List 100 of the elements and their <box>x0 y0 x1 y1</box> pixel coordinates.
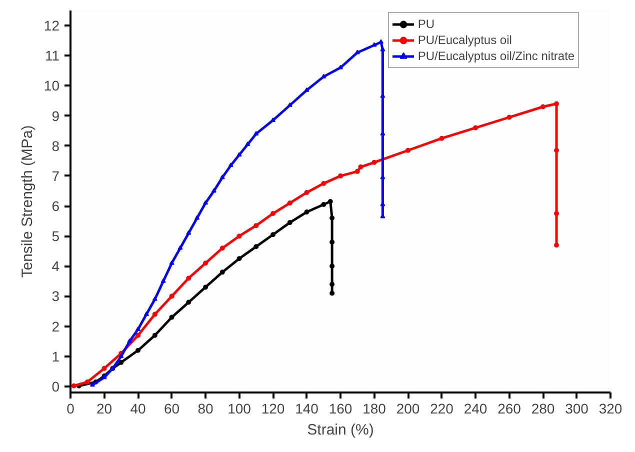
x-tick-label: 260 <box>498 400 522 416</box>
point <box>506 114 512 120</box>
x-tick-label: 20 <box>96 400 112 416</box>
point <box>152 312 158 317</box>
y-tick-label: 2 <box>52 318 60 334</box>
point <box>186 276 192 281</box>
x-tick-label: 160 <box>328 400 352 416</box>
point <box>330 264 335 269</box>
x-tick-label: 320 <box>598 400 622 416</box>
point <box>330 290 335 296</box>
point <box>186 300 192 305</box>
point <box>473 125 478 130</box>
point <box>169 294 174 299</box>
point <box>169 260 174 265</box>
point <box>194 215 200 220</box>
point <box>178 245 183 250</box>
legend-label: PU/Eucalyptus oil <box>418 32 512 48</box>
point <box>127 338 132 344</box>
legend-label: PU <box>418 16 436 32</box>
point <box>338 64 343 70</box>
point <box>102 366 107 371</box>
point <box>84 379 90 384</box>
y-tick-label: 6 <box>52 198 60 214</box>
point <box>118 360 124 365</box>
x-tick-label: 100 <box>228 400 252 416</box>
point <box>203 260 208 266</box>
point <box>144 311 149 316</box>
x-tick-label: 0 <box>66 400 75 416</box>
point <box>228 162 234 168</box>
point <box>71 383 76 388</box>
point <box>554 148 559 153</box>
point <box>439 136 444 141</box>
point <box>254 223 259 228</box>
point <box>160 278 166 283</box>
point <box>220 270 225 275</box>
point <box>554 101 559 106</box>
point <box>321 180 326 186</box>
point <box>136 326 140 331</box>
point <box>245 142 250 146</box>
y-tick-label: 11 <box>44 48 60 64</box>
point <box>220 246 225 251</box>
point <box>254 131 259 136</box>
point <box>304 190 310 195</box>
legend-label: PU/Eucalyptus oil/Zinc nitrate <box>418 48 575 64</box>
x-tick-label: 280 <box>531 400 555 416</box>
point <box>203 284 208 290</box>
y-axis-title: Tensile Strength (MPa) <box>18 125 36 278</box>
x-axis-title: Strain (%) <box>307 422 374 438</box>
point <box>330 240 335 245</box>
point <box>354 50 360 54</box>
y-tick-label: 4 <box>52 258 60 274</box>
point <box>330 216 335 221</box>
x-tick-label: 300 <box>565 400 589 416</box>
point <box>304 87 310 92</box>
point <box>330 282 335 287</box>
point <box>186 230 192 235</box>
point <box>354 168 360 174</box>
y-tick-label: 7 <box>52 168 60 184</box>
y-tick-label: 12 <box>44 18 60 34</box>
y-tick-label: 0 <box>52 378 60 394</box>
point <box>378 39 384 44</box>
point <box>406 148 410 153</box>
y-tick-label: 1 <box>52 348 60 364</box>
point <box>118 354 124 358</box>
y-tick-label: 5 <box>52 228 60 244</box>
x-tick-label: 140 <box>295 400 319 416</box>
point <box>136 332 140 338</box>
point <box>270 232 276 238</box>
point <box>338 173 343 178</box>
point <box>372 160 377 165</box>
point <box>328 199 333 204</box>
point <box>540 104 546 110</box>
point <box>554 242 559 248</box>
y-tick-label: 8 <box>52 138 60 154</box>
point <box>152 296 158 301</box>
y-tick-label: 3 <box>52 288 60 304</box>
point <box>203 200 208 205</box>
point <box>321 202 326 208</box>
x-tick-label: 80 <box>198 400 214 416</box>
point <box>220 174 225 180</box>
point <box>270 211 276 216</box>
point <box>287 102 292 107</box>
x-tick-label: 120 <box>261 400 285 416</box>
y-tick-label: 10 <box>44 78 60 94</box>
point <box>136 348 140 353</box>
y-tick-label: 9 <box>52 108 60 124</box>
point <box>152 332 158 338</box>
point <box>304 210 310 215</box>
point <box>554 211 559 216</box>
point <box>358 164 364 170</box>
point <box>236 152 242 157</box>
point <box>211 188 216 193</box>
point <box>90 382 95 387</box>
point <box>169 314 174 320</box>
point <box>287 220 292 226</box>
x-tick-label: 200 <box>396 400 420 416</box>
point <box>254 244 259 250</box>
x-tick-label: 220 <box>430 400 454 416</box>
point <box>287 200 292 206</box>
x-tick-label: 180 <box>362 400 386 416</box>
